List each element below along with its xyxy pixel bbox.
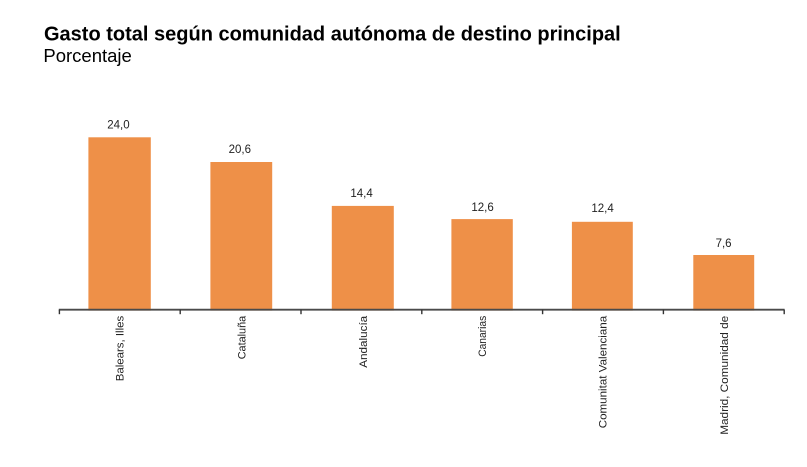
svg-text:7,6: 7,6 (716, 238, 732, 250)
svg-text:12,4: 12,4 (591, 203, 614, 215)
svg-text:Balears, Illes: Balears, Illes (115, 315, 127, 381)
svg-text:Madrid, Comunidad de: Madrid, Comunidad de (719, 316, 731, 435)
svg-text:Andalucía: Andalucía (358, 315, 370, 368)
svg-text:12,6: 12,6 (471, 202, 493, 214)
svg-text:Comunitat Valenciana: Comunitat Valenciana (597, 315, 609, 428)
svg-text:Cataluña: Cataluña (236, 315, 248, 359)
svg-text:14,4: 14,4 (350, 188, 373, 200)
svg-text:24,0: 24,0 (107, 119, 129, 131)
svg-text:Canarias: Canarias (477, 315, 489, 356)
svg-text:Gasto total según comunidad au: Gasto total según comunidad autónoma de … (44, 23, 621, 45)
svg-text:Porcentaje: Porcentaje (43, 45, 131, 66)
svg-text:20,6: 20,6 (229, 144, 251, 156)
